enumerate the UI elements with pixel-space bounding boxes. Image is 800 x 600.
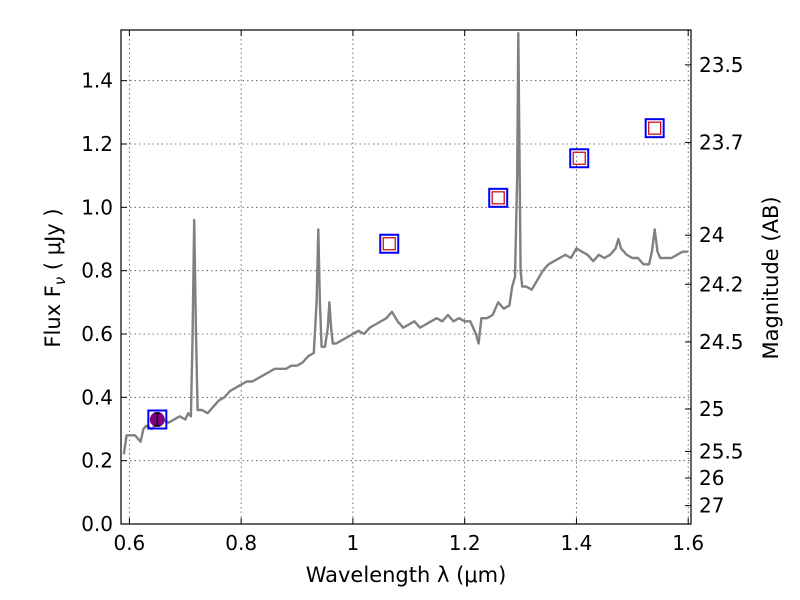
y-tick-label: 0.2 [81, 449, 113, 473]
y2-tick-label: 24.5 [699, 330, 744, 354]
model-flux-box [488, 187, 509, 208]
y-tick-label: 1.2 [81, 132, 113, 156]
y-axis-label-unit: ( μJy ) [41, 208, 65, 276]
y2-tick-label: 23.7 [699, 130, 744, 154]
plot-frame [120, 29, 692, 525]
spectrum-line [122, 32, 689, 455]
grid [121, 30, 691, 525]
observed-flux-marker [382, 237, 396, 251]
y-axis-label: Flux Fν ( μJy ) [41, 208, 69, 347]
x-tick-label: 0.6 [113, 531, 145, 555]
y-axis-label-main: Flux F [41, 285, 65, 347]
observed-flux-marker [491, 191, 505, 205]
x-axis: 0.6 0.8 1 1.2 1.4 1.6 [113, 30, 704, 555]
photometry-point-f606w [147, 409, 168, 430]
photometry-layer [147, 118, 665, 430]
y2-tick-label: 25 [699, 397, 724, 421]
y-tick-label: 1.0 [81, 195, 113, 219]
model-flux-box [569, 148, 590, 169]
y-axis: 0.0 0.2 0.4 0.6 0.8 1.0 1.2 1.4 [81, 69, 127, 536]
y2-tick-label: 26 [699, 466, 724, 490]
observed-flux-marker [572, 151, 586, 165]
y2-axis-label: Magnitude (AB) [759, 196, 783, 359]
y2-tick-label: 24 [699, 223, 724, 247]
y-tick-label: 0.4 [81, 385, 113, 409]
y-tick-label: 0.8 [81, 259, 113, 283]
photometry-point-f125w [488, 187, 509, 208]
y-tick-label: 0.0 [81, 512, 113, 536]
photometry-point-f160w [644, 118, 665, 139]
x-axis-label: Wavelength λ (μm) [306, 563, 507, 587]
y2-axis: 23.5 23.7 24 24.2 24.5 25 25.5 26 27 [685, 53, 744, 518]
model-flux-box [147, 409, 168, 430]
y2-tick-label: 27 [699, 494, 724, 518]
observed-flux-marker [648, 121, 662, 135]
photometry-point-f140w [569, 148, 590, 169]
x-tick-label: 1 [347, 531, 360, 555]
x-tick-label: 1.2 [449, 531, 481, 555]
y2-tick-label: 23.5 [699, 53, 744, 77]
y-tick-label: 0.6 [81, 322, 113, 346]
y-axis-label-subscript: ν [51, 277, 69, 285]
model-flux-box [379, 233, 400, 254]
model-flux-box [644, 118, 665, 139]
spectrum-layer [122, 32, 689, 455]
y2-tick-label: 24.2 [699, 272, 744, 296]
x-tick-label: 1.4 [561, 531, 593, 555]
photometry-point-f105w [379, 233, 400, 254]
x-tick-label: 1.6 [672, 531, 704, 555]
y-tick-label: 1.4 [81, 69, 113, 93]
x-tick-label: 0.8 [225, 531, 257, 555]
y2-tick-label: 25.5 [699, 439, 744, 463]
